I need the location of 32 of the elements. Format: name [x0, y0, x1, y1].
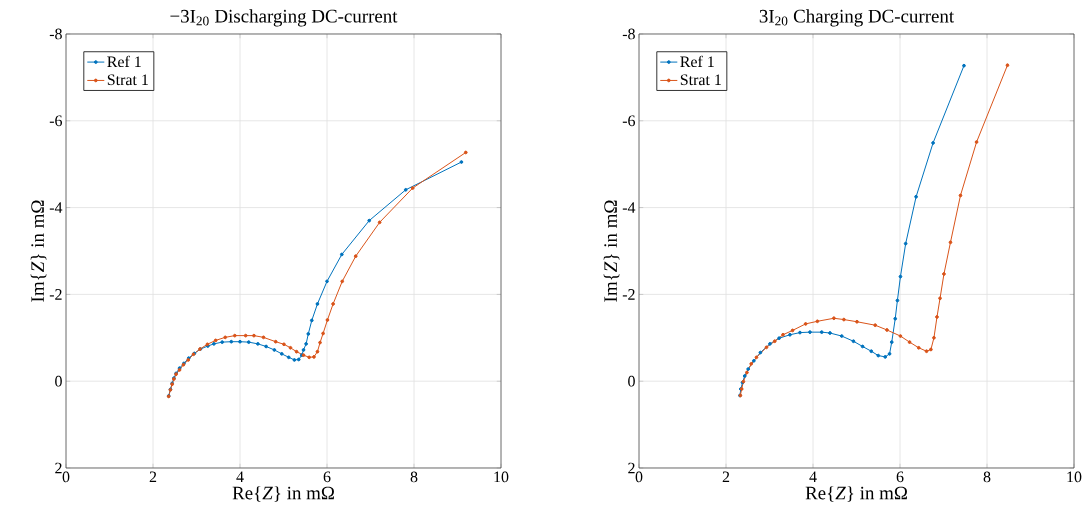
x-axis-title: Re{Z} in mΩ	[232, 486, 334, 502]
x-tick-label: 4	[809, 471, 817, 482]
y-axis-title: Im{Z} in mΩ	[30, 200, 47, 302]
chart-title: −3I$_{20}$ Discharging DC-current	[170, 9, 398, 27]
y-axis-title: Im{Z} in mΩ	[603, 200, 620, 302]
x-tick-label: 2	[149, 471, 157, 483]
x-tick-label: 6	[323, 471, 331, 483]
y-tick-label: -8	[622, 28, 635, 40]
x-tick-label: 8	[983, 471, 991, 483]
y-tick-label: 2	[55, 462, 62, 474]
x-axis-title: Re{Z} in mΩ	[805, 486, 907, 502]
y-tick-label: -6	[622, 115, 636, 127]
x-tick-label: 2	[722, 471, 730, 483]
y-tick-label: -2	[49, 289, 62, 300]
legend-label: Ref 1	[107, 55, 141, 68]
legend-label: Strat 1	[107, 74, 148, 86]
x-tick-label: 8	[410, 471, 418, 483]
y-tick-label: -6	[49, 115, 63, 127]
x-tick-label: 6	[896, 471, 904, 483]
chart-title: 3I$_{20}$ Charging DC-current	[759, 9, 955, 27]
x-tick-label: 10	[1067, 471, 1082, 483]
y-tick-label: 2	[628, 462, 635, 474]
y-tick-label: -8	[49, 28, 62, 40]
y-tick-label: -4	[49, 202, 63, 213]
y-tick-label: -2	[622, 289, 635, 300]
legend-label: Strat 1	[680, 74, 721, 86]
legend-label: Ref 1	[680, 55, 714, 68]
y-tick-label: 0	[628, 375, 635, 387]
x-tick-label: 4	[236, 471, 244, 482]
y-tick-label: 0	[55, 375, 62, 387]
x-tick-label: 10	[494, 471, 509, 483]
y-tick-label: -4	[622, 202, 636, 213]
